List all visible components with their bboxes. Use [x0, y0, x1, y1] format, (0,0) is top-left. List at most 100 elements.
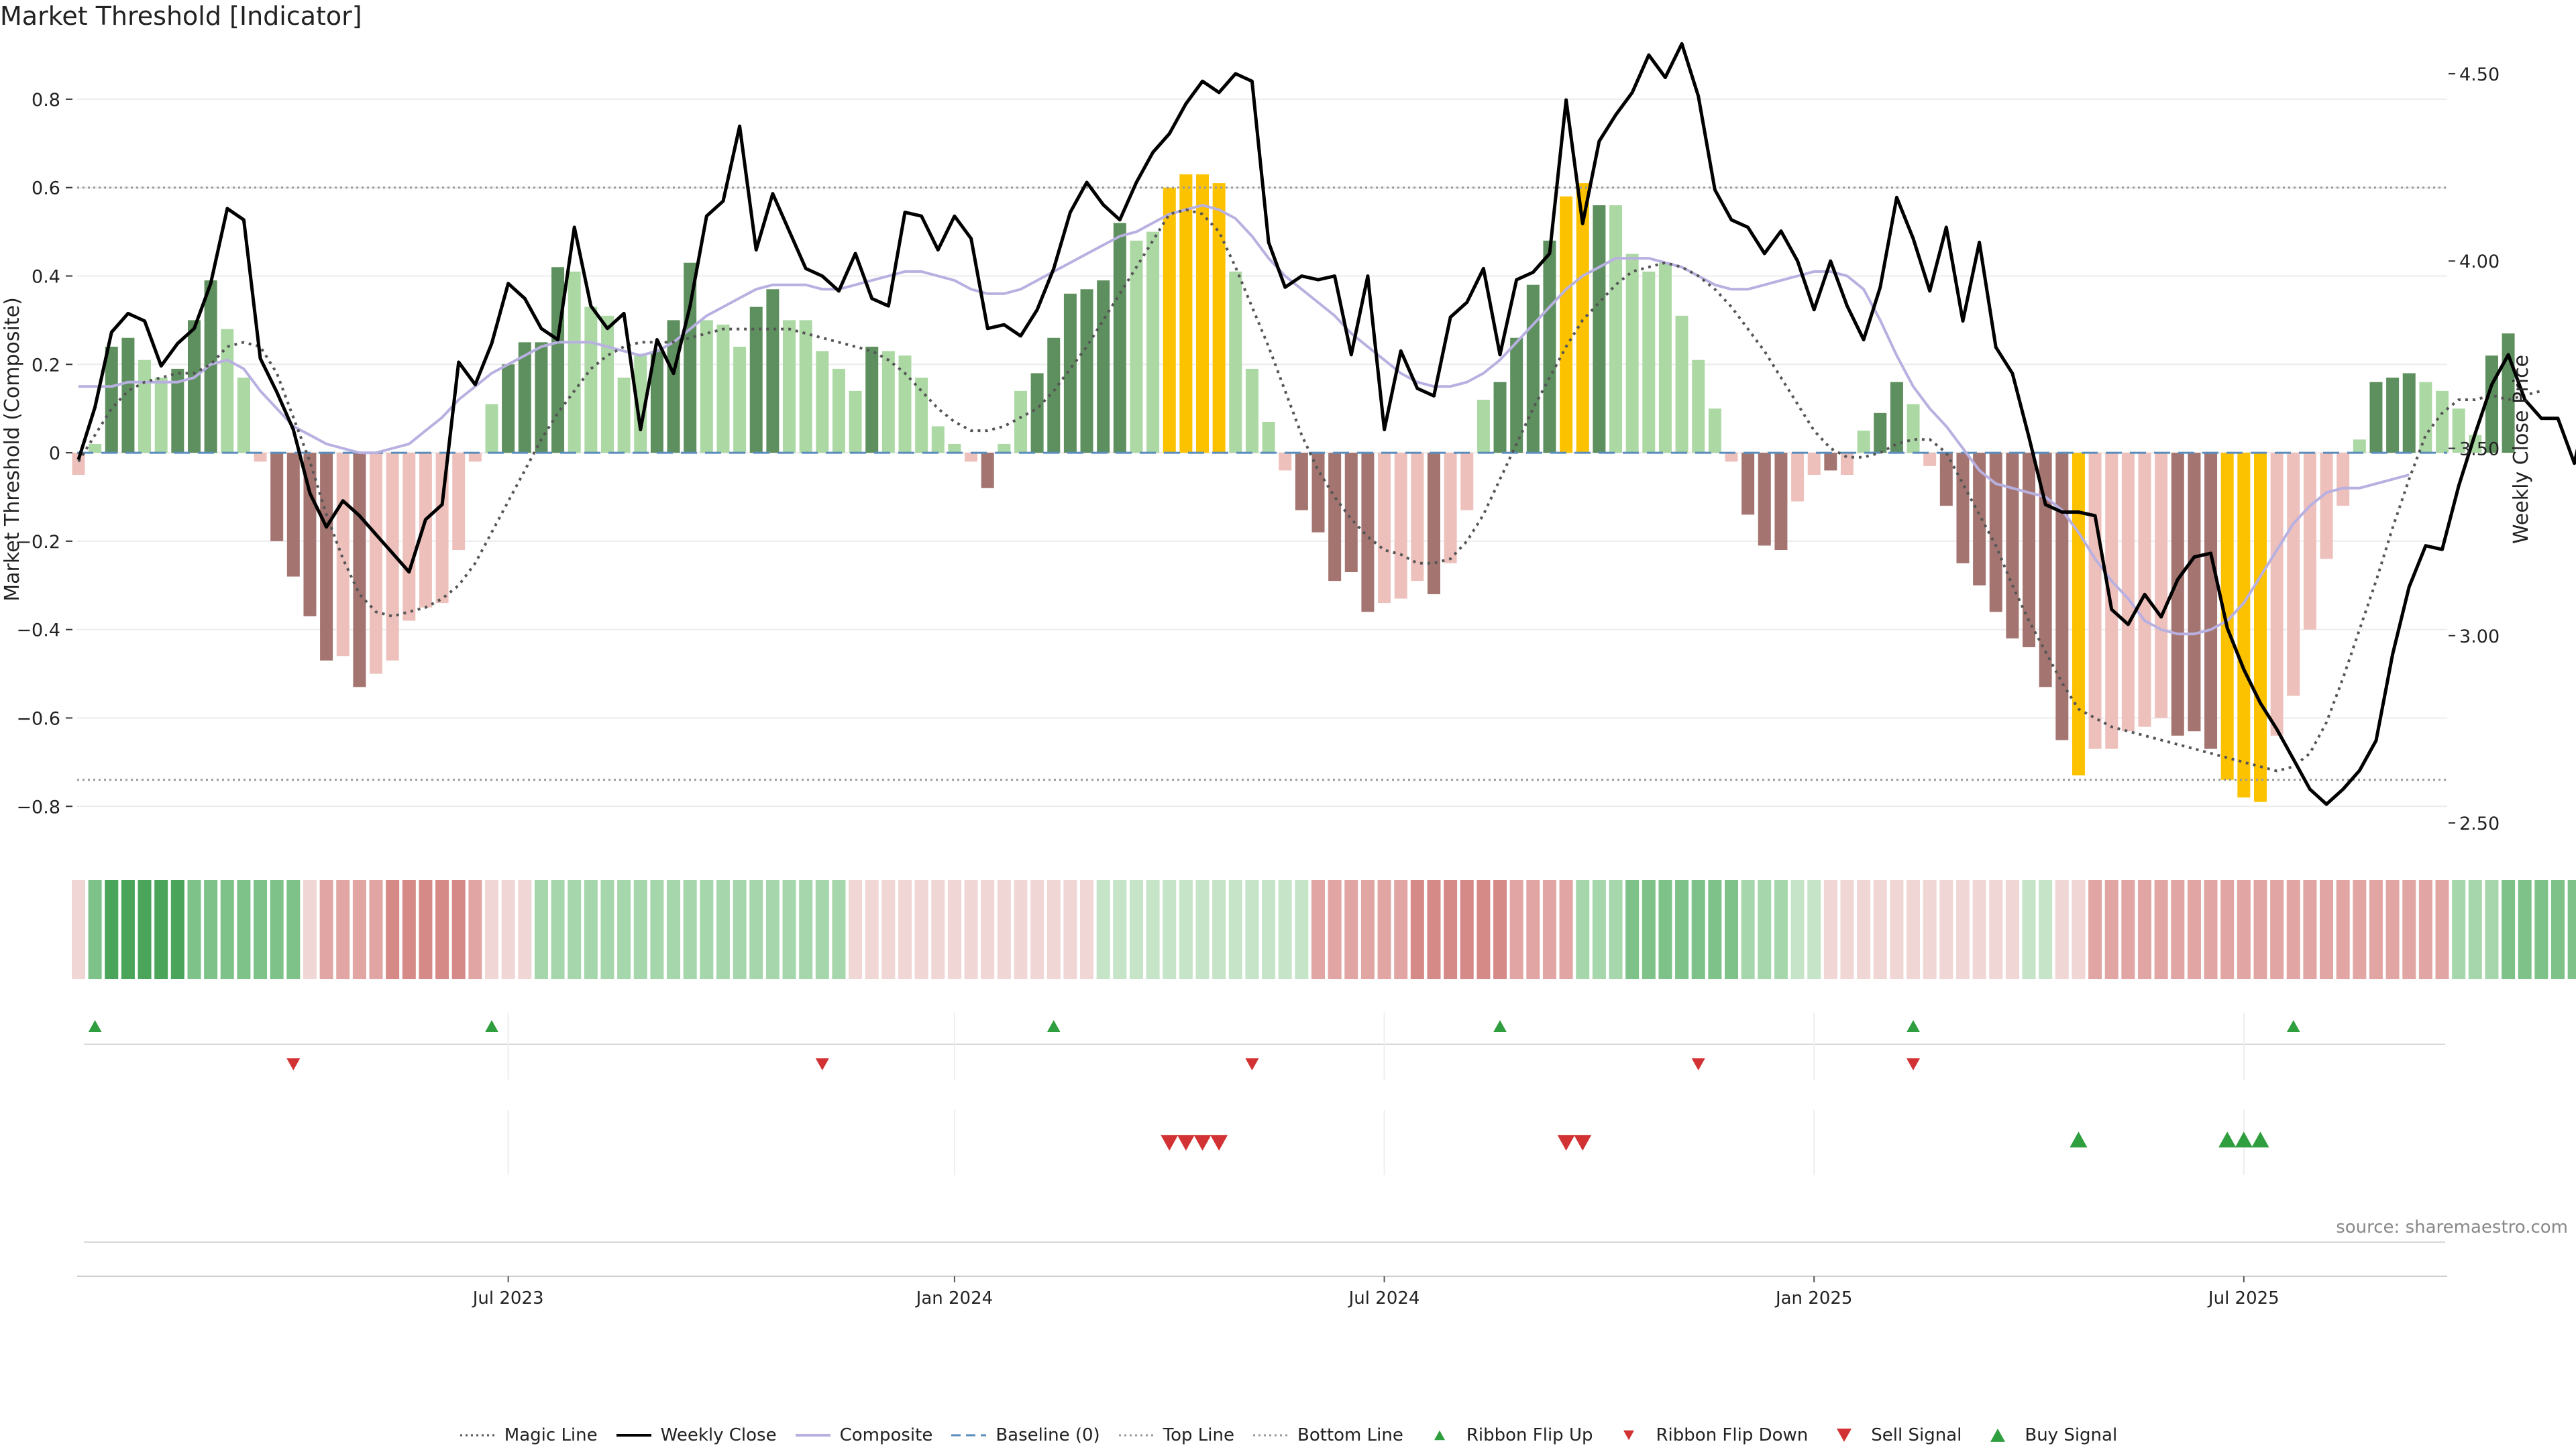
ribbon-cell [1360, 880, 1375, 979]
composite-line [78, 204, 2410, 636]
ribbon-cell [1989, 880, 2003, 979]
composite-bar [2220, 453, 2234, 780]
sell-signal-marker [1193, 1135, 1212, 1151]
composite-bar [1576, 183, 1589, 453]
legend-item: Sell Signal [1825, 1425, 1962, 1445]
legend-swatch-icon [1253, 1434, 1288, 1437]
composite-bar [254, 453, 267, 462]
composite-bar [1609, 205, 1623, 453]
ribbon-cell [2534, 880, 2548, 979]
ribbon-cell [617, 880, 631, 979]
composite-bar [600, 315, 614, 453]
buy-signal-marker [2235, 1131, 2253, 1148]
composite-bars [72, 174, 2515, 802]
composite-bar [998, 443, 1011, 453]
ribbon-cell [1823, 880, 1837, 979]
composite-bar [1923, 453, 1937, 466]
ribbon-cell [402, 880, 416, 979]
ribbon-cell [1923, 880, 1937, 979]
sell-signal-marker [1161, 1135, 1179, 1151]
composite-bar [1361, 453, 1375, 612]
ribbon-cell [2418, 880, 2432, 979]
ribbon-cell [600, 880, 614, 979]
ribbon-cell [2039, 880, 2053, 979]
weekly-close-line [76, 42, 2576, 806]
ribbon-cell [435, 880, 449, 979]
ribbon-cell [2104, 880, 2118, 979]
ribbon-cell [220, 880, 234, 979]
ribbon-cell [534, 880, 548, 979]
composite-bar [2006, 453, 2019, 638]
composite-bar [931, 426, 945, 453]
composite-bar [2419, 382, 2432, 453]
y-left-tick-label: −0.2 [16, 532, 60, 553]
composite-bar [2204, 453, 2218, 749]
composite-bar [1179, 174, 1193, 453]
legend-swatch-icon [1434, 1430, 1445, 1441]
ribbon-cell [501, 880, 515, 979]
y-left-tick-label: 0 [49, 443, 60, 464]
composite-bar [535, 342, 548, 453]
y-right-tick-label: 2.50 [2459, 814, 2500, 834]
legend-label: Baseline (0) [996, 1425, 1100, 1445]
composite-bar [1014, 390, 1027, 453]
ribbon-strip [72, 880, 2576, 979]
composite-bar [551, 267, 565, 453]
composite-bar [1939, 453, 1953, 506]
legend-label: Bottom Line [1297, 1425, 1403, 1445]
ribbon-cell [1410, 880, 1424, 979]
composite-bar [584, 306, 598, 453]
composite-bar [881, 351, 895, 453]
ribbon-cell [1163, 880, 1177, 979]
ribbon-cell [2336, 880, 2350, 979]
ribbon-cell [468, 880, 482, 979]
buy-signal-marker [2218, 1131, 2237, 1148]
ribbon-cell [997, 880, 1011, 979]
ribbon-cell [2402, 880, 2416, 979]
composite-bar [171, 368, 184, 453]
composite-bar [2055, 453, 2069, 740]
legend-item: Ribbon Flip Up [1421, 1425, 1593, 1445]
ribbon-cell [237, 880, 251, 979]
ribbon-cell [485, 880, 498, 979]
ribbon-cell [881, 880, 896, 979]
composite-bar [2188, 453, 2201, 732]
composite-bar [2386, 378, 2400, 453]
ribbon-cell [1972, 880, 1986, 979]
ribbon-cell [749, 880, 763, 979]
ribbon-cell [683, 880, 697, 979]
ribbon-cell [1295, 880, 1309, 979]
composite-bar [1080, 289, 1093, 453]
composite-bar [684, 262, 697, 453]
composite-bar [1510, 337, 1523, 453]
legend-label: Buy Signal [2025, 1425, 2118, 1445]
ribbon-cell [1030, 880, 1044, 979]
composite-bar [1791, 453, 1805, 502]
composite-bar [353, 453, 366, 687]
ribbon-cell [1460, 880, 1474, 979]
ribbon-cell [914, 880, 928, 979]
y-left-tick-label: −0.4 [16, 620, 60, 641]
ribbon-cell [2171, 880, 2185, 979]
buy-signal-marker [2251, 1131, 2269, 1148]
composite-bar [72, 453, 85, 476]
y-left-tick-label: −0.8 [16, 797, 60, 818]
ribbon-cell [369, 880, 383, 979]
composite-bar [1295, 453, 1308, 510]
composite-bar [965, 453, 978, 462]
ribbon-cell [1096, 880, 1110, 979]
composite-bar [1593, 205, 1606, 453]
composite-bar [568, 271, 581, 453]
ribbon-cell [1857, 880, 1871, 979]
composite-bar [2270, 453, 2284, 736]
ribbon-cell [336, 880, 350, 979]
chart-title: Market Threshold [Indicator] [0, 1, 362, 31]
y-right-tick-label: 3.50 [2459, 439, 2500, 460]
ribbon-flip-up-marker [1046, 1020, 1061, 1032]
ribbon-cell [1642, 880, 1656, 979]
ribbon-cell [1014, 880, 1028, 979]
composite-bar [1344, 453, 1358, 573]
composite-bar [1146, 231, 1160, 453]
composite-bar [2320, 453, 2333, 559]
composite-bar [2237, 453, 2251, 798]
